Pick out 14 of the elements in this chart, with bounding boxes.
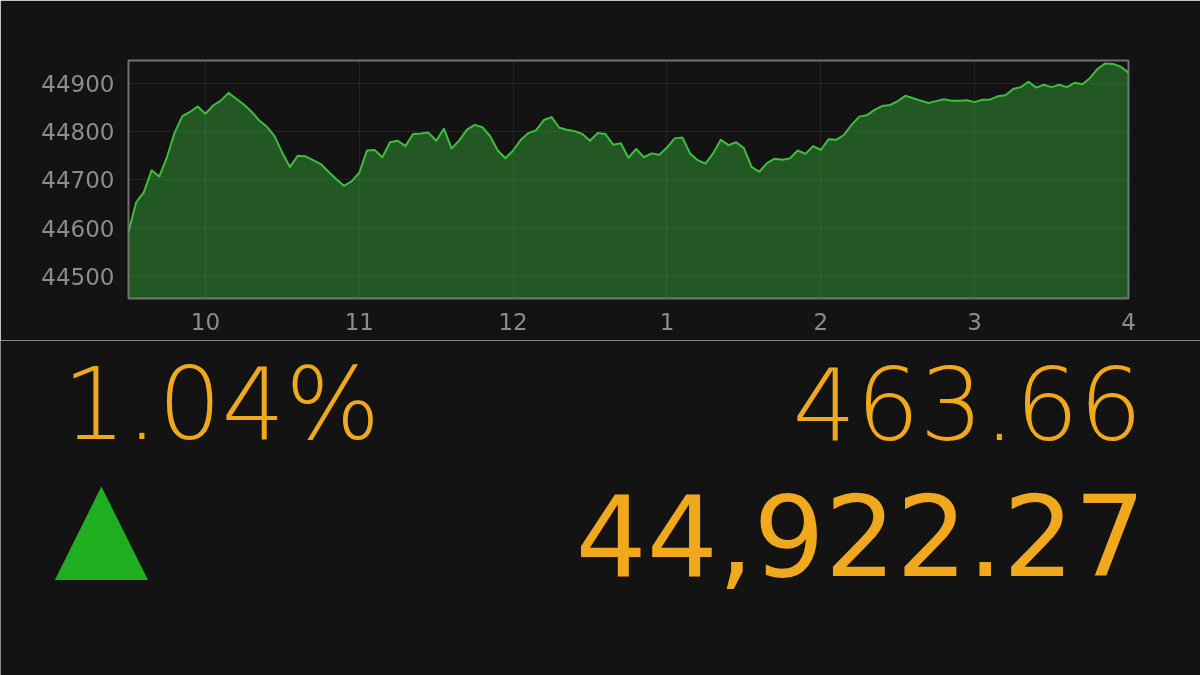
x-tick-label: 2 [813,308,829,335]
y-tick-label: 44800 [41,119,115,146]
x-tick-label: 3 [967,308,982,335]
x-tick-label: 4 [1121,308,1136,335]
x-tick-label: 10 [190,308,221,335]
y-tick-label: 44500 [41,264,115,291]
text: 463.66 [792,347,1143,464]
y-tick-label: 44600 [41,215,115,242]
x-tick-label: 12 [498,308,528,335]
text: 44,922.27 [575,471,1146,602]
x-tick-label: 1 [659,308,675,335]
y-tick-label: 44900 [41,70,115,97]
y-tick-label: 44700 [41,167,115,194]
x-tick-label: 11 [344,308,374,335]
